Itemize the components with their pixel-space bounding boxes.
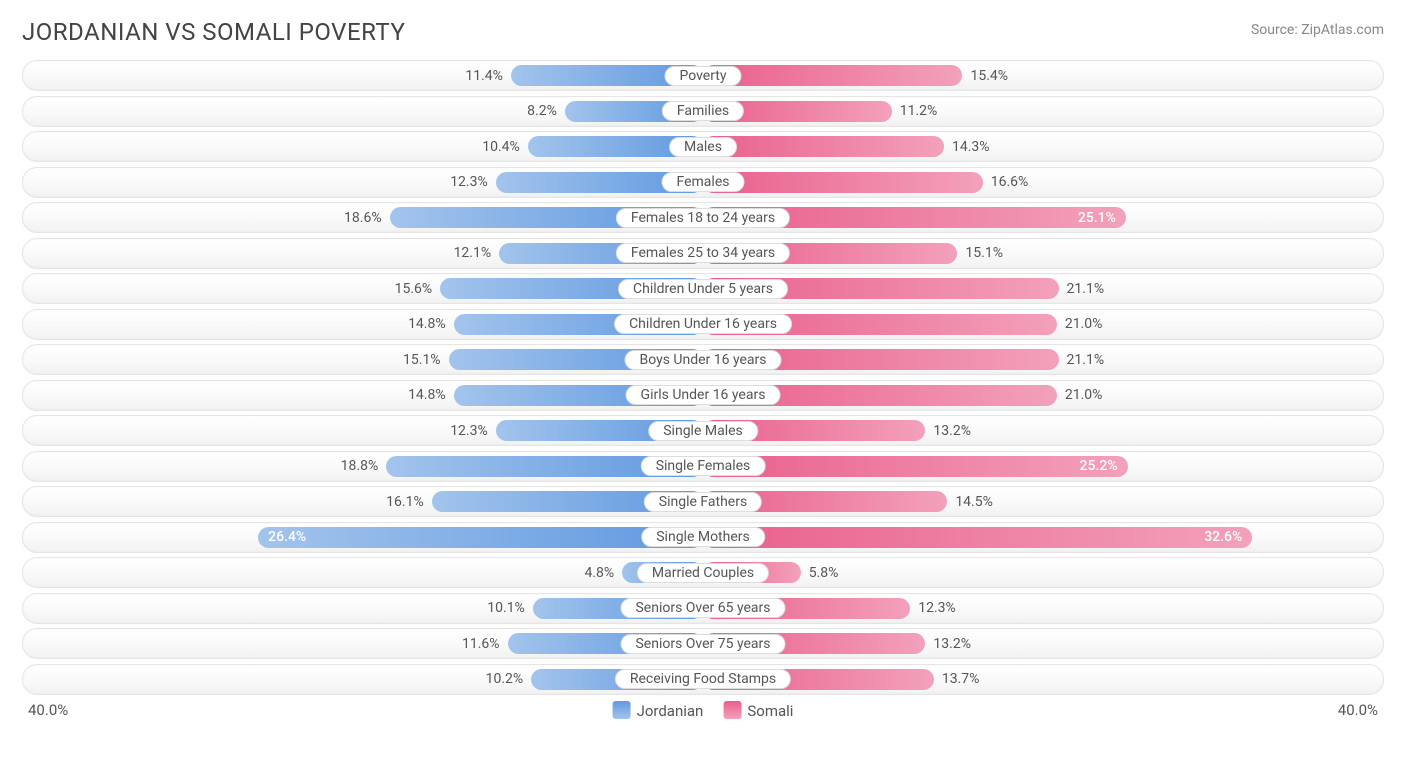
category-label: Girls Under 16 years bbox=[626, 385, 781, 405]
chart-row: 10.4% 14.3% Males bbox=[22, 131, 1384, 162]
value-left: 10.2% bbox=[486, 669, 532, 690]
value-right: 11.2% bbox=[892, 101, 938, 122]
chart-row: 11.4% 15.4% Poverty bbox=[22, 60, 1384, 91]
chart-row: 12.3% 16.6% Females bbox=[22, 167, 1384, 198]
chart-row: 18.6%25.1%Females 18 to 24 years bbox=[22, 202, 1384, 233]
chart-row: 14.8% 21.0% Girls Under 16 years bbox=[22, 380, 1384, 411]
value-left: 18.6% bbox=[344, 207, 390, 228]
category-label: Single Mothers bbox=[641, 527, 765, 547]
category-label: Children Under 5 years bbox=[618, 279, 788, 299]
category-label: Families bbox=[662, 101, 744, 121]
axis-max-right: 40.0% bbox=[1338, 701, 1378, 719]
value-left: 18.8% bbox=[341, 456, 387, 477]
chart-footer: 40.0% Jordanian Somali 40.0% bbox=[0, 699, 1406, 729]
axis-max-left: 40.0% bbox=[28, 701, 68, 719]
chart-row: 12.3% 13.2% Single Males bbox=[22, 415, 1384, 446]
category-label: Children Under 16 years bbox=[614, 314, 792, 334]
legend-swatch-left bbox=[613, 701, 631, 719]
chart-row: 16.1% 14.5% Single Fathers bbox=[22, 486, 1384, 517]
value-left: 8.2% bbox=[527, 101, 565, 122]
value-left: 10.4% bbox=[482, 136, 528, 157]
category-label: Females 18 to 24 years bbox=[616, 208, 790, 228]
chart-row: 14.8% 21.0% Children Under 16 years bbox=[22, 309, 1384, 340]
chart-row: 26.4%32.6%Single Mothers bbox=[22, 522, 1384, 553]
category-label: Males bbox=[669, 137, 737, 157]
value-left: 4.8% bbox=[584, 562, 622, 583]
value-left: 15.6% bbox=[395, 278, 441, 299]
value-left: 12.3% bbox=[450, 172, 496, 193]
value-left: 14.8% bbox=[408, 314, 454, 335]
chart-row: 10.2% 13.7% Receiving Food Stamps bbox=[22, 664, 1384, 695]
chart-row: 12.1% 15.1% Females 25 to 34 years bbox=[22, 238, 1384, 269]
category-label: Females 25 to 34 years bbox=[616, 243, 790, 263]
chart-row: 18.8% 25.2%Single Females bbox=[22, 451, 1384, 482]
chart-header: JORDANIAN VS SOMALI POVERTY Source: ZipA… bbox=[0, 0, 1406, 56]
category-label: Married Couples bbox=[637, 563, 769, 583]
chart-body: 11.4%15.4%Poverty8.2%11.2%Families10.4%1… bbox=[0, 56, 1406, 695]
value-right: 12.3% bbox=[910, 598, 956, 619]
chart-title: JORDANIAN VS SOMALI POVERTY bbox=[22, 18, 405, 46]
chart-row: 8.2% 11.2% Families bbox=[22, 96, 1384, 127]
value-left: 11.6% bbox=[462, 633, 508, 654]
value-right: 16.6% bbox=[983, 172, 1029, 193]
value-right: 13.2% bbox=[925, 420, 971, 441]
value-right: 14.3% bbox=[944, 136, 990, 157]
value-right: 21.0% bbox=[1057, 314, 1103, 335]
category-label: Seniors Over 65 years bbox=[620, 598, 785, 618]
value-left: 16.1% bbox=[386, 491, 432, 512]
value-right: 5.8% bbox=[801, 562, 839, 583]
category-label: Receiving Food Stamps bbox=[615, 669, 791, 689]
bar-right bbox=[703, 136, 944, 157]
value-left: 10.1% bbox=[487, 598, 533, 619]
category-label: Single Fathers bbox=[644, 492, 762, 512]
value-right: 21.0% bbox=[1057, 385, 1103, 406]
category-label: Females bbox=[662, 172, 745, 192]
value-right: 15.4% bbox=[962, 65, 1008, 86]
value-left: 26.4% bbox=[258, 527, 703, 548]
chart-row: 15.1% 21.1% Boys Under 16 years bbox=[22, 344, 1384, 375]
legend-item-right: Somali bbox=[723, 701, 793, 720]
bar-right bbox=[703, 65, 962, 86]
value-left: 11.4% bbox=[465, 65, 511, 86]
value-left: 12.3% bbox=[450, 420, 496, 441]
value-left: 15.1% bbox=[403, 349, 449, 370]
chart-row: 15.6% 21.1% Children Under 5 years bbox=[22, 273, 1384, 304]
value-right: 21.1% bbox=[1059, 278, 1105, 299]
category-label: Poverty bbox=[664, 66, 741, 86]
category-label: Single Females bbox=[641, 456, 766, 476]
value-right: 32.6% bbox=[703, 527, 1252, 548]
category-label: Seniors Over 75 years bbox=[620, 634, 785, 654]
chart-row: 10.1% 12.3% Seniors Over 65 years bbox=[22, 593, 1384, 624]
legend-item-left: Jordanian bbox=[613, 701, 704, 720]
legend-label-right: Somali bbox=[747, 702, 793, 720]
category-label: Single Males bbox=[648, 421, 758, 441]
legend: Jordanian Somali bbox=[613, 701, 794, 720]
bar-right bbox=[703, 172, 983, 193]
chart-source: Source: ZipAtlas.com bbox=[1251, 18, 1384, 38]
value-right: 14.5% bbox=[947, 491, 993, 512]
value-right: 21.1% bbox=[1059, 349, 1105, 370]
value-left: 14.8% bbox=[408, 385, 454, 406]
value-left: 12.1% bbox=[454, 243, 500, 264]
category-label: Boys Under 16 years bbox=[624, 350, 781, 370]
value-right: 13.7% bbox=[934, 669, 980, 690]
value-right: 25.2% bbox=[703, 456, 1128, 477]
legend-label-left: Jordanian bbox=[637, 702, 704, 720]
value-right: 15.1% bbox=[957, 243, 1003, 264]
chart-row: 4.8% 5.8% Married Couples bbox=[22, 557, 1384, 588]
chart-row: 11.6% 13.2% Seniors Over 75 years bbox=[22, 628, 1384, 659]
value-right: 13.2% bbox=[925, 633, 971, 654]
legend-swatch-right bbox=[723, 701, 741, 719]
